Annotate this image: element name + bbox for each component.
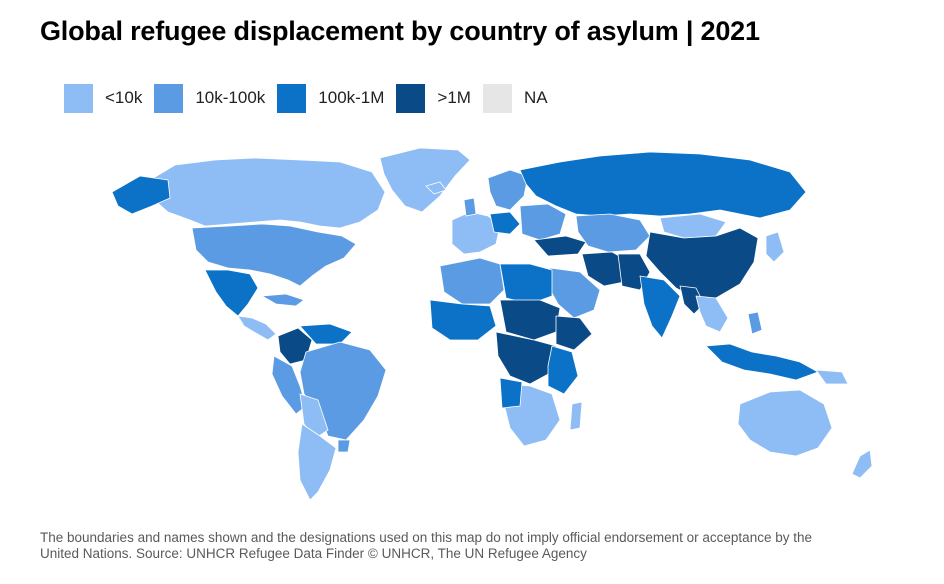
region-usa bbox=[191, 223, 357, 287]
region-ethiopia bbox=[555, 315, 593, 351]
map-title: Global refugee displacement by country o… bbox=[40, 16, 760, 46]
region-china bbox=[645, 227, 759, 299]
region-greenland bbox=[379, 147, 471, 213]
region-germany bbox=[489, 211, 521, 235]
legend-label-gt1m: >1M bbox=[437, 88, 471, 107]
region-central-america bbox=[237, 315, 277, 341]
region-turkey bbox=[533, 235, 587, 257]
legend-label-100k-1m: 100k-1M bbox=[318, 88, 385, 107]
region-eastern-europe bbox=[519, 203, 567, 241]
region-philippines bbox=[747, 311, 763, 335]
region-alaska bbox=[111, 175, 171, 215]
region-central-africa bbox=[495, 331, 557, 385]
footer-line-2: United Nations. Source: UNHCR Refugee Da… bbox=[40, 546, 587, 561]
legend-label-10k-100k: 10k-100k bbox=[195, 88, 266, 107]
legend-item-10k-100k: 10k-100k bbox=[154, 83, 277, 113]
legend-item-na: NA bbox=[482, 83, 560, 113]
legend-swatch-10k-100k bbox=[154, 83, 184, 113]
region-east-africa bbox=[547, 345, 579, 395]
region-peru bbox=[271, 355, 307, 415]
legend-swatch-na bbox=[482, 83, 512, 113]
legend-label-na: NA bbox=[523, 88, 548, 107]
region-scandinavia bbox=[487, 169, 529, 211]
region-southeast-asia bbox=[695, 295, 729, 333]
region-madagascar bbox=[569, 401, 583, 431]
region-sudan bbox=[499, 299, 561, 341]
region-north-africa-east bbox=[499, 263, 553, 305]
region-venezuela bbox=[299, 323, 353, 345]
source-footer: The boundaries and names shown and the d… bbox=[40, 530, 900, 562]
region-angola bbox=[499, 377, 523, 409]
legend: <10k 10k-100k 100k-1M >1M NA bbox=[64, 83, 560, 113]
region-australia bbox=[737, 389, 833, 457]
region-argentina bbox=[297, 423, 337, 501]
region-caribbean bbox=[261, 293, 305, 307]
region-canada bbox=[149, 157, 386, 229]
region-png bbox=[815, 369, 849, 385]
region-india bbox=[639, 275, 681, 339]
legend-swatch-lt10k bbox=[64, 83, 93, 113]
legend-item-gt1m: >1M bbox=[396, 83, 483, 113]
footer-line-1: The boundaries and names shown and the d… bbox=[40, 530, 812, 545]
region-central-asia bbox=[575, 213, 651, 253]
region-russia bbox=[519, 151, 807, 219]
region-indonesia bbox=[705, 343, 819, 381]
region-mongolia bbox=[659, 213, 727, 239]
legend-swatch-100k-1m bbox=[277, 83, 307, 113]
legend-item-lt10k: <10k bbox=[64, 83, 154, 113]
region-west-africa bbox=[429, 299, 497, 341]
legend-swatch-gt1m bbox=[396, 83, 426, 113]
legend-item-100k-1m: 100k-1M bbox=[277, 83, 396, 113]
region-japan bbox=[765, 231, 785, 263]
region-uruguay bbox=[337, 439, 351, 453]
region-north-africa-west bbox=[439, 257, 505, 305]
world-map bbox=[111, 147, 873, 501]
region-new-zealand bbox=[851, 449, 873, 479]
region-mexico bbox=[204, 269, 259, 317]
region-iceland bbox=[425, 181, 447, 195]
region-uk bbox=[463, 197, 477, 217]
legend-label-lt10k: <10k bbox=[105, 88, 143, 107]
